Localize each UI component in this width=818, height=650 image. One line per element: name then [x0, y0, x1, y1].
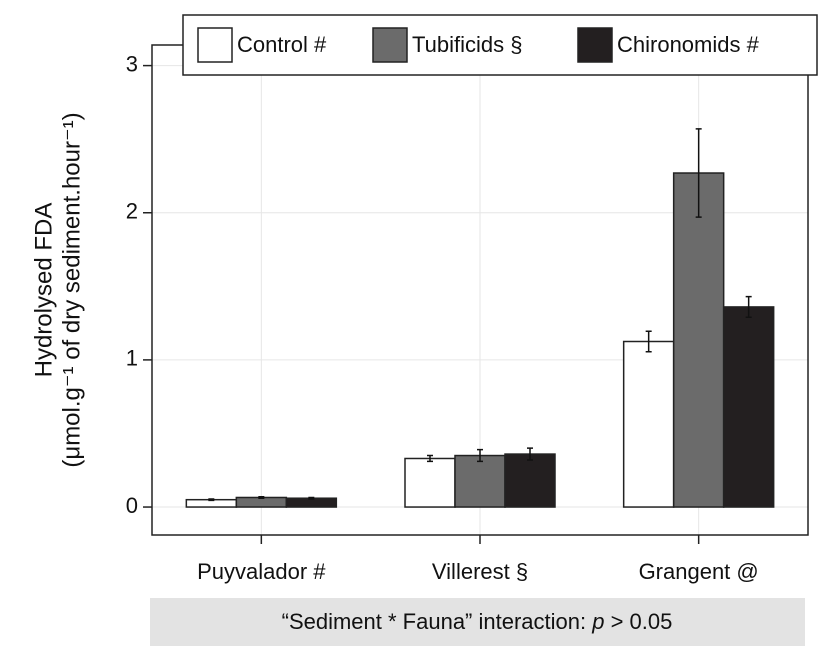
note: “Sediment * Fauna” interaction: p > 0.05	[282, 609, 673, 634]
legend-label: Control #	[237, 32, 327, 57]
bar	[404, 457, 456, 508]
y-tick-label: 1	[126, 346, 138, 371]
error-bar	[645, 330, 652, 353]
legend-label: Tubificids §	[412, 32, 522, 57]
x-tick-label: Villerest §	[432, 559, 528, 584]
note-box	[150, 598, 805, 646]
y-tick-label: 3	[126, 51, 138, 76]
bar	[454, 454, 506, 508]
legend-swatch	[577, 27, 613, 63]
y-tick-label: 2	[126, 199, 138, 224]
note-text: “Sediment * Fauna” interaction:	[282, 609, 593, 634]
bar	[504, 453, 556, 508]
y-label: Hydrolysed FDA (μmol.g⁻¹ of dry sediment…	[30, 112, 85, 467]
note-text: > 0.05	[604, 609, 672, 634]
x-tick-label: Grangent @	[639, 559, 759, 584]
note-text: p	[591, 609, 604, 634]
bar	[622, 340, 675, 508]
y-label-line: Hydrolysed FDA	[30, 203, 57, 378]
y-tick-label: 0	[126, 493, 138, 518]
legend-label: Chironomids #	[617, 32, 760, 57]
error-bar	[208, 498, 215, 502]
error-bar	[427, 454, 433, 463]
x-tick-label: Puyvalador #	[197, 559, 326, 584]
error-bar	[745, 295, 752, 318]
error-bar	[695, 128, 702, 218]
bar	[672, 172, 725, 508]
legend-swatch	[197, 27, 233, 63]
error-bar	[527, 447, 533, 461]
y-label-line: (μmol.g⁻¹ of dry sediment.hour⁻¹)	[58, 112, 85, 467]
error-bar	[258, 495, 265, 499]
error-bar	[308, 496, 315, 500]
bar	[722, 306, 775, 508]
legend-frame	[182, 14, 818, 76]
legend-swatch	[372, 27, 408, 63]
error-bar	[477, 448, 483, 463]
